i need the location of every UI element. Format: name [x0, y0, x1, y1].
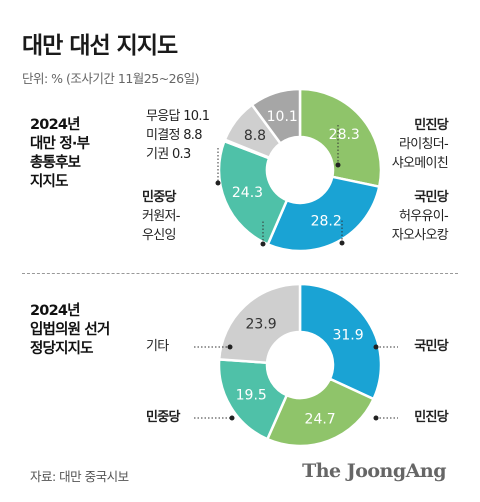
label-dpp-candidate: 민진당 라이칭더- 샤오메이친: [391, 116, 449, 173]
donut2-value-label: 23.9: [246, 316, 277, 332]
label-tpp-name-line: 커원저-: [142, 209, 180, 224]
label-dpp: 민진당: [414, 408, 448, 427]
label-no-answer-value: 10.1: [183, 109, 210, 124]
label-undecided-value: 8.8: [183, 128, 202, 143]
donut1-value-label: 28.2: [311, 214, 342, 230]
leader-dot: [215, 180, 221, 186]
label-undecided: 미결정 8.8: [146, 126, 202, 145]
donut2-value-label: 24.7: [305, 411, 336, 427]
label-kmt-text: 국민당: [414, 339, 448, 354]
label-dpp-name-line: 라이칭더-: [398, 137, 449, 152]
chart2-title-line: 입법의원 선거: [30, 322, 110, 338]
label-dpp-text: 민진당: [414, 410, 448, 425]
donut1-value-label: 10.1: [267, 109, 298, 125]
label-undecided-text: 미결정: [146, 128, 180, 143]
leader-dot: [260, 241, 266, 247]
leader-dot: [335, 162, 341, 168]
label-abstain-value: 0.3: [171, 147, 191, 162]
donut-chart-legislative: 31.9 24.7 19.5 23.9: [217, 282, 383, 448]
section-divider: [22, 273, 458, 274]
label-kmt-name-line: 허우유이-: [398, 209, 449, 224]
chart1-title-line: 지지도: [30, 174, 68, 190]
donut2-slice-2: [217, 358, 289, 441]
chart1-title-line: 2024년: [30, 117, 81, 133]
chart1-title-line: 총통후보: [30, 155, 81, 171]
label-kmt: 국민당: [414, 337, 448, 356]
donut2-slice-0: [298, 282, 383, 401]
donut-chart-presidential: 28.3 28.2 24.3 8.810.1: [217, 87, 383, 253]
label-no-answer: 무응답 10.1: [146, 107, 210, 126]
chart1-title-line: 대만 정·부: [30, 136, 90, 152]
donut2-value-label: 19.5: [236, 387, 267, 403]
leader-lines: [194, 123, 398, 421]
label-kmt-candidate: 국민당 허우유이- 자오사오캉: [391, 188, 449, 245]
donut2-value-label: 31.9: [332, 327, 363, 343]
label-kmt-name-line: 자오사오캉: [391, 228, 449, 243]
leader-dot: [339, 240, 345, 246]
donut2-slice-1: [265, 377, 376, 448]
label-dpp-name-line: 샤오메이친: [391, 156, 449, 171]
label-abstain-text: 기권: [146, 147, 169, 162]
leader-dot: [227, 344, 233, 350]
label-tpp-party: 민중당: [142, 190, 176, 205]
label-kmt-party: 국민당: [414, 190, 448, 205]
chart1-title: 2024년 대만 정·부 총통후보 지지도: [30, 116, 90, 192]
source-note: 자료: 대만 중국시보: [30, 469, 129, 484]
label-dpp-party: 민진당: [414, 118, 448, 133]
leader-dot: [373, 344, 379, 350]
label-other: 기타: [146, 339, 169, 354]
chart2-title-line: 정당지지도: [30, 341, 93, 357]
unit-note: 단위: % (조사기간 11월25~26일): [22, 71, 199, 86]
donut1-outline: [218, 88, 382, 252]
brand-logo: The JoongAng: [302, 460, 446, 482]
leader-dot: [373, 415, 379, 421]
donut2-slice-3: [217, 282, 302, 365]
donut1-value-label: 28.3: [329, 127, 360, 143]
leader-dot: [229, 415, 235, 421]
donut1-value-label: 24.3: [232, 185, 263, 201]
label-tpp-text: 민중당: [146, 410, 180, 425]
label-tpp: 민중당: [146, 408, 180, 427]
chart2-title-line: 2024년: [30, 303, 80, 319]
label-no-answer-text: 무응답: [146, 109, 180, 124]
chart2-title: 2024년 입법의원 선거 정당지지도: [30, 302, 110, 359]
chart-title: 대만 대선 지지도: [22, 33, 178, 59]
label-abstain: 기권 0.3: [146, 145, 191, 164]
donut1-value-label: 8.8: [244, 128, 266, 144]
label-tpp-candidate: 민중당 커원저- 우신잉: [142, 188, 180, 245]
label-tpp-name-line: 우신잉: [142, 228, 176, 243]
